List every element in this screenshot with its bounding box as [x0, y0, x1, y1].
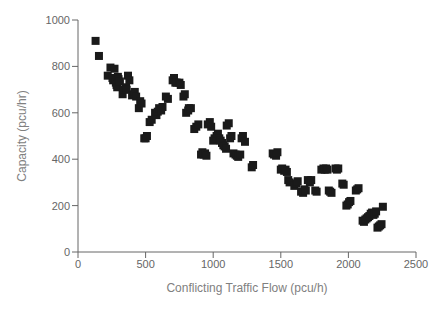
svg-text:200: 200 [52, 200, 70, 212]
svg-text:2000: 2000 [336, 258, 360, 270]
svg-text:Capacity (pcu/hr): Capacity (pcu/hr) [15, 90, 29, 181]
svg-text:600: 600 [52, 107, 70, 119]
svg-text:2500: 2500 [404, 258, 428, 270]
svg-text:1500: 1500 [269, 258, 293, 270]
svg-text:800: 800 [52, 60, 70, 72]
svg-text:1000: 1000 [46, 14, 70, 26]
svg-text:Conflicting Traffic Flow (pcu/: Conflicting Traffic Flow (pcu/h) [166, 281, 327, 295]
svg-text:500: 500 [136, 258, 154, 270]
svg-text:0: 0 [75, 258, 81, 270]
svg-text:400: 400 [52, 153, 70, 165]
svg-text:1000: 1000 [201, 258, 225, 270]
svg-text:0: 0 [64, 246, 70, 258]
